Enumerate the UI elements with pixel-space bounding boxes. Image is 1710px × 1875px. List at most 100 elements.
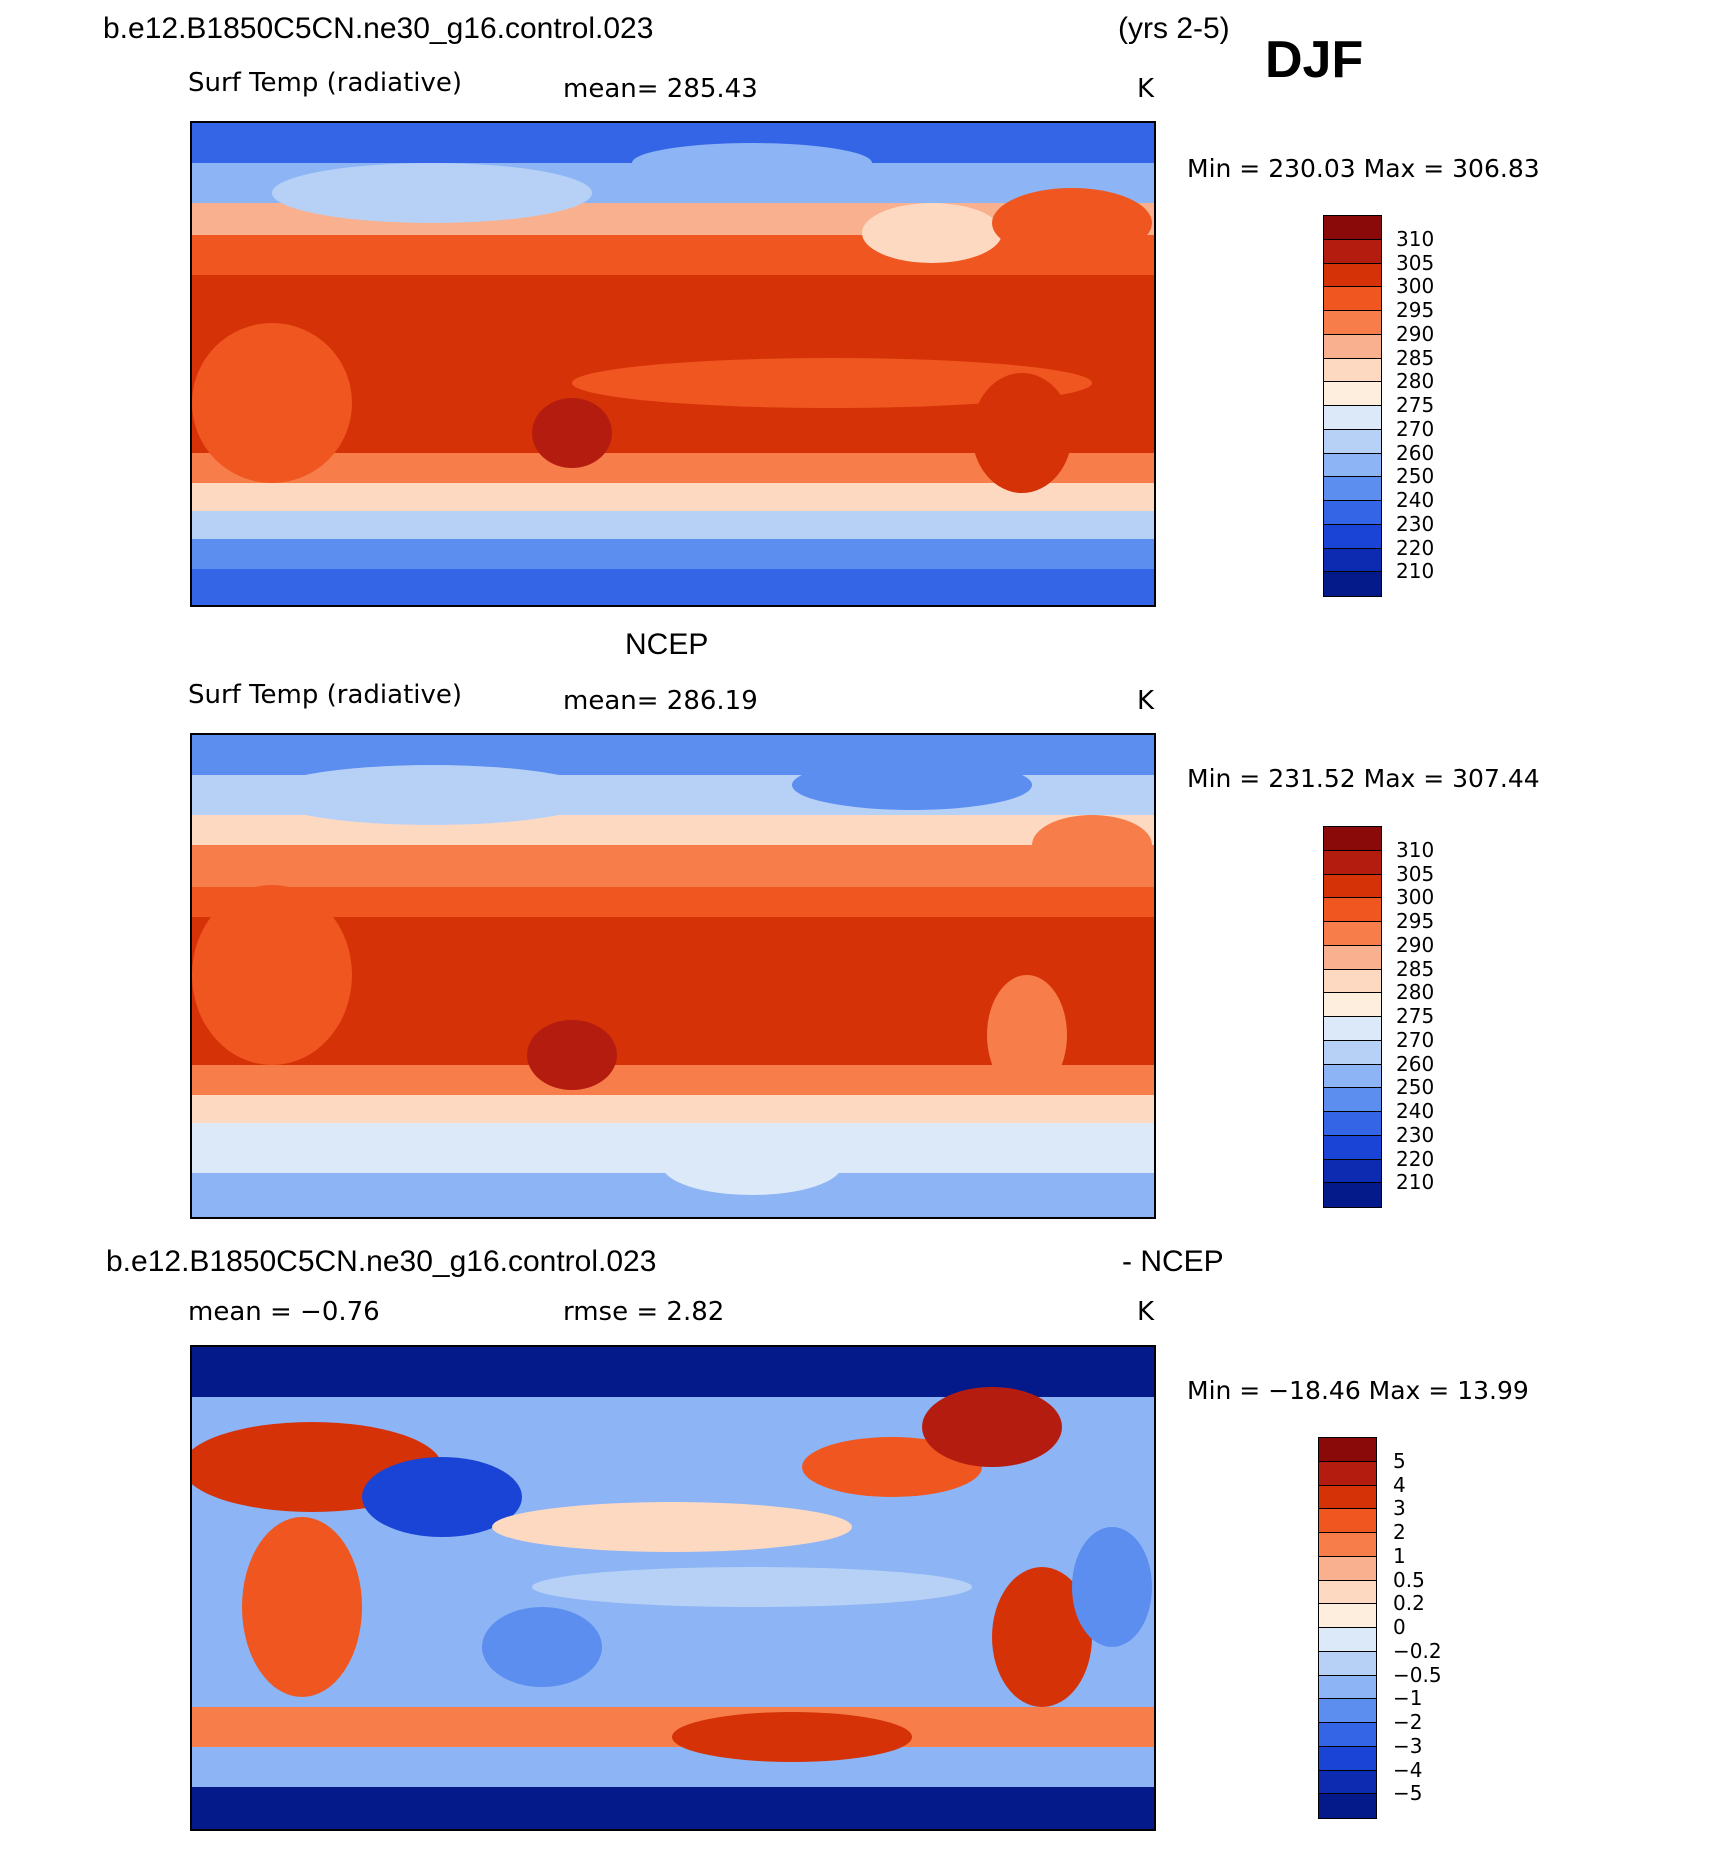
colorbar-segment [1324,548,1381,573]
colorbar-tick-label: 4 [1393,1472,1406,1497]
panel1-mean: mean= 285.43 [563,74,758,104]
panel1-map-field [192,123,1154,605]
colorbar-segment [1324,239,1381,264]
colorbar-segment [1324,1040,1381,1065]
colorbar-tick-label: 240 [1396,488,1435,512]
panel3-rmse: rmse = 2.82 [563,1297,725,1327]
colorbar-tick-label: −2 [1393,1710,1423,1734]
colorbar-segment [1324,311,1381,335]
colorbar-segment [1324,922,1381,946]
years-label: (yrs 2-5) [1118,12,1230,45]
colorbar-segment [1324,1135,1381,1160]
colorbar-segment [1324,874,1381,899]
colorbar-tick-label: 250 [1396,1075,1435,1100]
colorbar-segment [1324,1112,1381,1136]
colorbar-segment [1324,969,1381,994]
colorbar-segment [1319,1746,1376,1771]
colorbar-segment [1319,1604,1376,1628]
colorbar-segment [1324,382,1381,406]
panel2-mean: mean= 286.19 [563,686,758,716]
panel3-mean: mean = −0.76 [188,1297,380,1327]
colorbar-tick-label: 310 [1396,837,1435,862]
colorbar-tick-label: 310 [1396,226,1435,251]
colorbar-tick-label: 210 [1396,1170,1435,1195]
colorbar-segment [1319,1628,1376,1652]
colorbar-segment [1319,1461,1376,1486]
colorbar-segment [1324,263,1381,288]
colorbar-tick-label: 250 [1396,464,1435,489]
panel2-map-field [192,735,1154,1217]
colorbar-segment [1324,477,1381,501]
colorbar-segment [1324,334,1381,359]
case-title: b.e12.B1850C5CN.ne30_g16.control.023 [103,12,654,45]
colorbar-tick-label: 295 [1396,909,1435,933]
panel3-units: K [1137,1297,1155,1327]
colorbar-tick-label: 1 [1393,1543,1406,1568]
colorbar-segment [1319,1651,1376,1676]
colorbar-segment [1319,1794,1376,1818]
colorbar-segment [1324,572,1381,596]
panel2-minmax: Min = 231.52 Max = 307.44 [1187,764,1540,793]
colorbar-tick-label: 300 [1396,274,1435,299]
colorbar-segment [1319,1438,1376,1462]
colorbar-segment [1324,429,1381,454]
colorbar-tick-label: −0.2 [1393,1638,1442,1663]
panel2-title: NCEP [625,628,709,661]
colorbar-tick-label: 290 [1396,321,1435,346]
panel3-map [190,1345,1156,1831]
colorbar-segment [1319,1533,1376,1557]
panel3-colorbar [1318,1437,1377,1819]
colorbar-segment [1319,1485,1376,1510]
colorbar-tick-label: −3 [1393,1733,1423,1758]
panel3-map-field [192,1347,1154,1829]
colorbar-segment [1319,1770,1376,1795]
colorbar-segment [1324,850,1381,875]
colorbar-tick-label: 220 [1396,535,1435,560]
colorbar-tick-label: 275 [1396,1004,1435,1028]
colorbar-segment [1324,501,1381,525]
colorbar-tick-label: 290 [1396,932,1435,957]
panel2-colorbar [1323,826,1382,1208]
colorbar-segment [1324,1159,1381,1184]
colorbar-tick-label: 295 [1396,298,1435,322]
colorbar-tick-label: 210 [1396,559,1435,584]
colorbar-segment [1324,1017,1381,1041]
colorbar-segment [1324,993,1381,1017]
colorbar-tick-label: 270 [1396,1027,1435,1052]
colorbar-tick-label: 280 [1396,369,1435,394]
colorbar-segment [1324,1088,1381,1112]
colorbar-segment [1324,1064,1381,1089]
colorbar-segment [1324,1183,1381,1207]
colorbar-tick-label: 3 [1393,1496,1406,1521]
colorbar-segment [1324,216,1381,240]
colorbar-tick-label: 230 [1396,1122,1435,1147]
panel3-title-suffix: - NCEP [1122,1245,1224,1278]
panel3-title: b.e12.B1850C5CN.ne30_g16.control.023 [106,1245,657,1278]
colorbar-tick-label: 300 [1396,885,1435,910]
colorbar-tick-label: 260 [1396,1051,1435,1076]
colorbar-segment [1324,453,1381,478]
colorbar-tick-label: 0.2 [1393,1591,1425,1616]
colorbar-segment [1319,1699,1376,1723]
colorbar-tick-label: 5 [1393,1448,1406,1473]
colorbar-segment [1324,524,1381,549]
colorbar-segment [1319,1723,1376,1747]
colorbar-segment [1324,287,1381,311]
colorbar-tick-label: 270 [1396,416,1435,441]
colorbar-tick-label: 285 [1396,956,1435,981]
colorbar-tick-label: 240 [1396,1099,1435,1123]
colorbar-segment [1324,406,1381,430]
colorbar-tick-label: −1 [1393,1686,1423,1711]
panel1-colorbar [1323,215,1382,597]
colorbar-tick-label: 280 [1396,980,1435,1005]
season-label: DJF [1265,31,1364,89]
colorbar-segment [1324,898,1381,922]
colorbar-tick-label: 260 [1396,440,1435,465]
panel1-units: K [1137,74,1155,104]
panel1-minmax: Min = 230.03 Max = 306.83 [1187,154,1540,183]
colorbar-tick-label: 2 [1393,1520,1406,1544]
colorbar-tick-label: 305 [1396,861,1435,886]
colorbar-tick-label: 275 [1396,393,1435,417]
colorbar-tick-label: 220 [1396,1146,1435,1171]
colorbar-tick-label: 230 [1396,511,1435,536]
